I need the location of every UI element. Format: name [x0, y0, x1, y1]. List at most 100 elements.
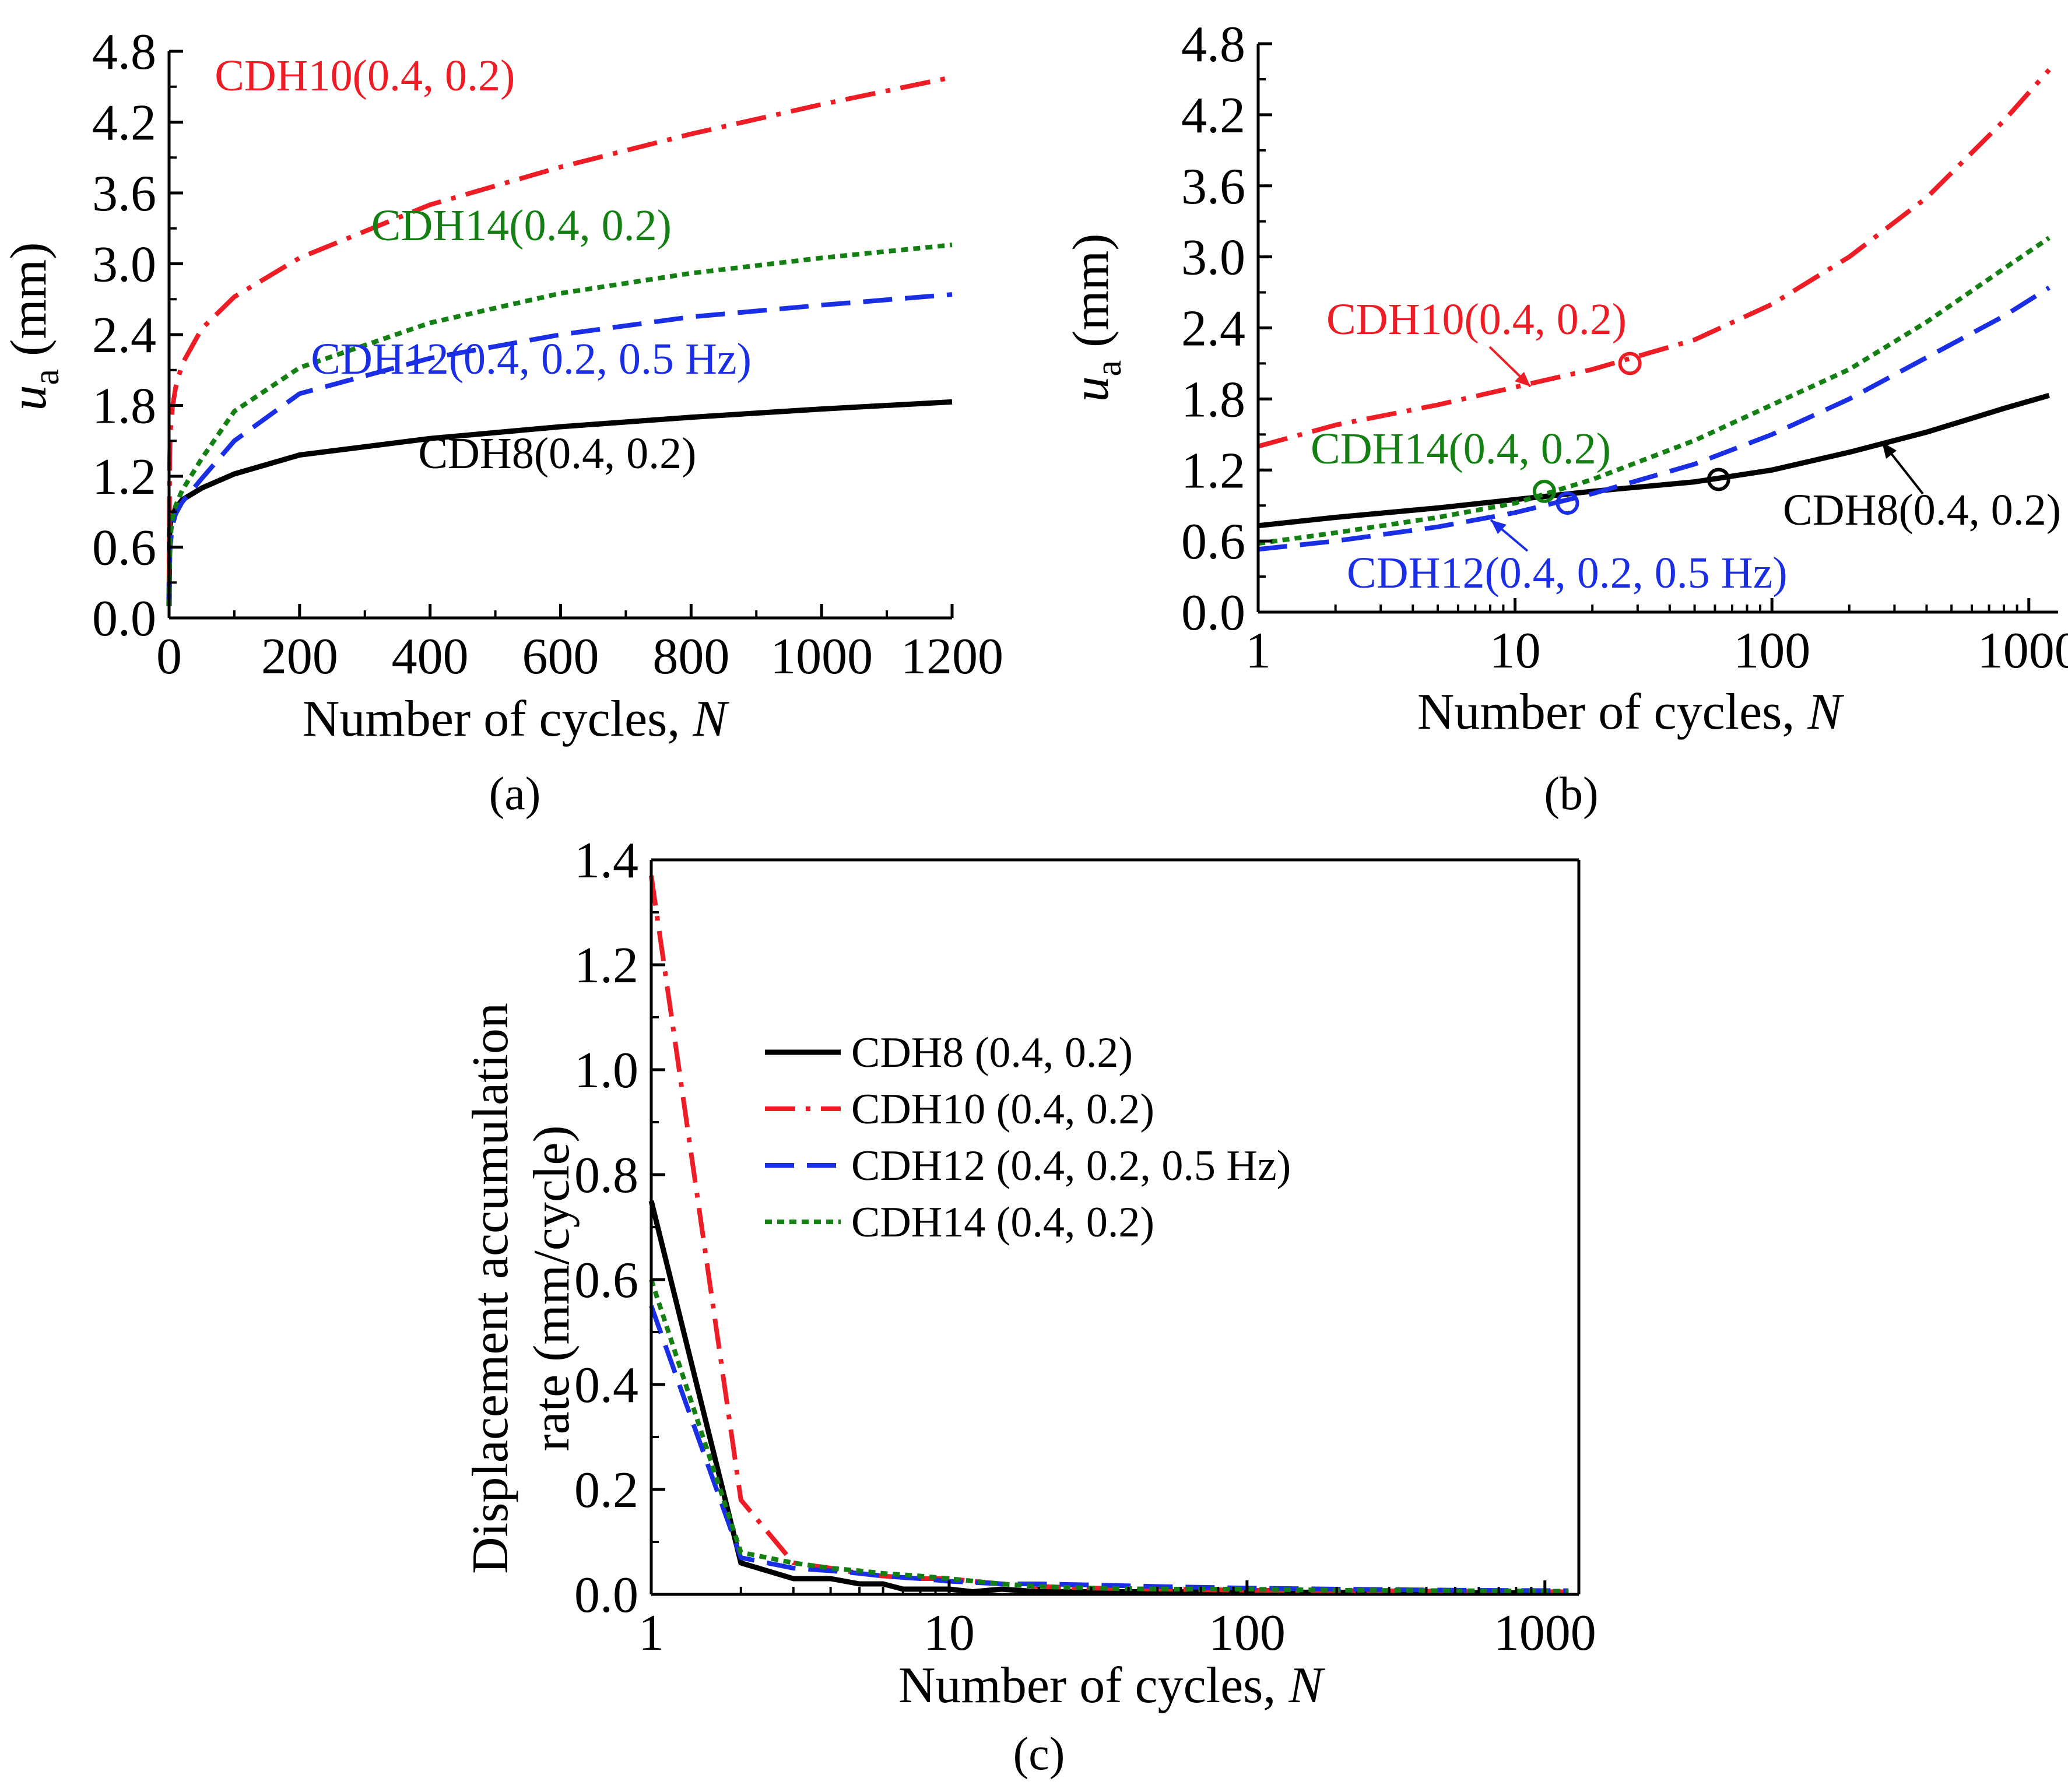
pa-y-tick-label: 3.0 [92, 237, 156, 293]
pb-circle-marker [1707, 468, 1730, 491]
chart-b-ylabel-var: u [1063, 377, 1119, 402]
chart-a-ylabel-sub: a [27, 369, 66, 385]
pb-y-tick-label: 1.8 [1181, 371, 1245, 428]
chart-a-ylabel-var: u [1, 385, 57, 411]
chart-a-plot-lines [166, 75, 953, 606]
chart-a: 0.0 0.6 1.2 1.8 2.4 3.0 3.6 4.2 4.8 0 200 400 600 800… [1, 24, 1003, 820]
chart-a-annotations: CDH10(0.4, 0.2) CDH14(0.4, 0.2) CDH12(0.4,… [215, 51, 752, 478]
chart-b-ylabel: ua (mm) [1063, 233, 1129, 402]
chart-c-xlabel-var: N [1288, 1657, 1325, 1714]
chart-a-xlabel: Number of cycles, N [303, 691, 730, 747]
chart-c-xlabel: Number of cycles, N [898, 1657, 1326, 1714]
chart-b-plot-lines [1257, 68, 2051, 552]
chart-a-xlabel-text: Number of cycles, [303, 691, 693, 747]
pb-y-tick-label: 1.2 [1181, 442, 1245, 499]
pc-series-cdh8-0-4-0-2 [648, 1200, 1569, 1596]
pc-series-cdh14-0-4-0-2 [649, 1278, 1569, 1594]
chart-c-axes [649, 858, 1581, 1596]
chart-b-ylabel-sub: a [1089, 360, 1129, 377]
pa-x-tick-label: 600 [522, 628, 599, 685]
legend-label-cdh14-0-4-0-2: CDH14 (0.4, 0.2) [851, 1199, 1154, 1246]
chart-b: 0.0 0.6 1.2 1.8 2.4 3.0 3.6 4.2 4.8 1 10 100 1000 CD… [1063, 16, 2068, 820]
chart-b-arrowhead-cdh8 [1882, 442, 1897, 459]
pa-y-tick-label: 2.4 [92, 307, 156, 364]
chart-a-ylabel: ua (mm) [1, 242, 66, 410]
chart-b-xlabel-var: N [1807, 684, 1844, 740]
legend-label-cdh12-0-4-0-2-0-5-hz: CDH12 (0.4, 0.2, 0.5 Hz) [851, 1142, 1291, 1190]
pb-circle-marker [1532, 479, 1556, 503]
chart-b-xlabel: Number of cycles, N [1417, 684, 1845, 740]
pb-y-tick-label: 3.6 [1181, 159, 1245, 215]
pb-circle-marker [1556, 491, 1579, 515]
pa-annotation-cdh14-0-4-0-2: CDH14(0.4, 0.2) [371, 201, 672, 250]
pc-x-tick-label: 10 [924, 1605, 975, 1661]
pa-annotation-cdh8-0-4-0-2: CDH8(0.4, 0.2) [418, 429, 696, 478]
chart-b-xlabel-text: Number of cycles, [1417, 684, 1808, 740]
pa-y-tick-label: 1.8 [92, 378, 156, 435]
chart-c-legend: CDH8 (0.4, 0.2) CDH10 (0.4, 0.2) CDH12 (0.… [765, 1029, 1291, 1246]
pb-x-tick-label: 1 [1245, 623, 1271, 679]
legend-label-cdh8-0-4-0-2: CDH8 (0.4, 0.2) [851, 1029, 1133, 1077]
pc-x-tick-label: 1 [638, 1605, 664, 1661]
pa-x-tick-label: 1200 [901, 628, 1003, 685]
chart-c-tick-labels: 0.0 0.2 0.4 0.6 0.8 1.0 1.2 1.4 1 10 100 1000 [574, 832, 1596, 1661]
pa-y-tick-label: 1.2 [92, 449, 156, 505]
chart-c-ylabel-line2: rate (mm/cycle) [524, 1125, 580, 1451]
pb-y-tick-label: 4.8 [1181, 16, 1245, 73]
pa-x-tick-label: 0 [156, 628, 182, 685]
pa-y-tick-label: 4.2 [92, 95, 156, 152]
pb-x-tick-label: 1000 [1978, 623, 2068, 679]
pa-series-cdh14-0-4-0-2 [167, 243, 953, 606]
chart-c-xlabel-text: Number of cycles, [898, 1657, 1289, 1714]
pb-y-tick-label: 3.0 [1181, 230, 1245, 286]
chart-b-arrowhead-cdh10 [1515, 372, 1530, 386]
chart-a-xlabel-var: N [692, 691, 729, 747]
pb-series-cdh14-0-4-0-2 [1258, 236, 2051, 546]
chart-b-arrowhead-cdh12 [1491, 520, 1507, 534]
pc-y-tick-label: 1.4 [574, 832, 638, 889]
pa-series-cdh10-0-4-0-2 [167, 75, 953, 583]
chart-a-tick-labels: 0.0 0.6 1.2 1.8 2.4 3.0 3.6 4.2 4.8 0 200 400 600 800… [92, 24, 1003, 685]
chart-c: 0.0 0.2 0.4 0.6 0.8 1.0 1.2 1.4 1 10 100 1000 CDH8 … [462, 832, 1596, 1780]
pb-y-tick-label: 0.6 [1181, 514, 1245, 570]
chart-c-ylabel-line1: Displacement accumulation [462, 1003, 519, 1574]
legend-label-cdh10-0-4-0-2: CDH10 (0.4, 0.2) [851, 1085, 1154, 1133]
pc-y-tick-label: 0.2 [574, 1462, 638, 1519]
panel-label-a: (a) [489, 768, 541, 820]
chart-a-ylabel-unit: (mm) [1, 242, 57, 369]
pa-x-tick-label: 400 [392, 628, 469, 685]
panel-label-b: (b) [1544, 768, 1598, 820]
pc-x-tick-label: 1000 [1494, 1605, 1596, 1661]
pa-annotation-cdh12-0-4-0-2-0-5-hz: CDH12(0.4, 0.2, 0.5 Hz) [311, 335, 752, 384]
pb-x-tick-label: 10 [1490, 623, 1541, 679]
pb-series-cdh10-0-4-0-2 [1257, 68, 2051, 449]
pb-series-cdh12-0-4-0-2-0-5-hz [1258, 286, 2051, 552]
pa-x-tick-label: 800 [652, 628, 729, 685]
chart-b-annotations: CDH10(0.4, 0.2) CDH14(0.4, 0.2) CDH12(0.… [1311, 295, 2061, 598]
pc-y-tick-label: 0.8 [574, 1147, 638, 1204]
chart-b-ylabel-unit: (mm) [1063, 233, 1119, 360]
pa-y-tick-label: 0.0 [92, 591, 156, 647]
pc-series-cdh12-0-4-0-2-0-5-hz [649, 1305, 1569, 1593]
chart-b-axes [1256, 42, 2058, 614]
pb-y-tick-label: 2.4 [1181, 301, 1245, 357]
pb-y-tick-label: 0.0 [1181, 585, 1245, 641]
panel-label-c: (c) [1013, 1728, 1065, 1780]
pa-annotation-cdh10-0-4-0-2: CDH10(0.4, 0.2) [215, 51, 515, 100]
pa-y-tick-label: 4.8 [92, 24, 156, 80]
pb-series-cdh8-0-4-0-2 [1258, 392, 2050, 529]
pc-x-tick-label: 100 [1209, 1605, 1286, 1661]
chart-b-markers [1532, 352, 1730, 515]
pb-x-tick-label: 100 [1733, 623, 1810, 679]
chart-b-annotation-cdh10: CDH10(0.4, 0.2) [1326, 295, 1627, 344]
chart-b-annotation-cdh12: CDH12(0.4, 0.2, 0.5 Hz) [1347, 549, 1788, 598]
pa-x-tick-label: 200 [261, 628, 338, 685]
pc-y-tick-label: 0.6 [574, 1252, 638, 1309]
pc-y-tick-label: 1.2 [574, 937, 638, 994]
chart-b-annotation-cdh14: CDH14(0.4, 0.2) [1311, 424, 1611, 473]
pb-circle-marker [1618, 352, 1642, 375]
pc-y-tick-label: 0.4 [574, 1357, 638, 1414]
chart-a-axes [167, 50, 954, 620]
pb-y-tick-label: 4.2 [1181, 87, 1245, 144]
